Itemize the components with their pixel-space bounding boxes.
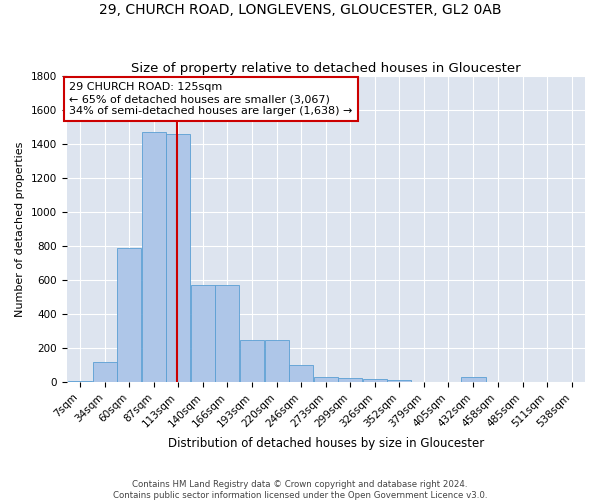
Bar (338, 378, 362, 382)
X-axis label: Distribution of detached houses by size in Gloucester: Distribution of detached houses by size … (167, 437, 484, 450)
Bar (387, 380, 412, 382)
Title: Size of property relative to detached houses in Gloucester: Size of property relative to detached ho… (131, 62, 521, 74)
Bar (265, 340, 289, 382)
Bar (314, 377, 338, 382)
Bar (289, 365, 313, 382)
Bar (363, 378, 388, 382)
Bar (68, 381, 92, 382)
Text: Contains HM Land Registry data © Crown copyright and database right 2024.
Contai: Contains HM Land Registry data © Crown c… (113, 480, 487, 500)
Bar (117, 248, 141, 382)
Y-axis label: Number of detached properties: Number of detached properties (15, 141, 25, 316)
Bar (142, 132, 166, 382)
Bar (215, 285, 239, 382)
Bar (461, 377, 485, 382)
Bar (240, 340, 264, 382)
Bar (191, 285, 215, 382)
Text: 29 CHURCH ROAD: 125sqm
← 65% of detached houses are smaller (3,067)
34% of semi-: 29 CHURCH ROAD: 125sqm ← 65% of detached… (70, 82, 353, 116)
Text: 29, CHURCH ROAD, LONGLEVENS, GLOUCESTER, GL2 0AB: 29, CHURCH ROAD, LONGLEVENS, GLOUCESTER,… (99, 2, 501, 16)
Bar (166, 134, 190, 382)
Bar (93, 362, 117, 382)
